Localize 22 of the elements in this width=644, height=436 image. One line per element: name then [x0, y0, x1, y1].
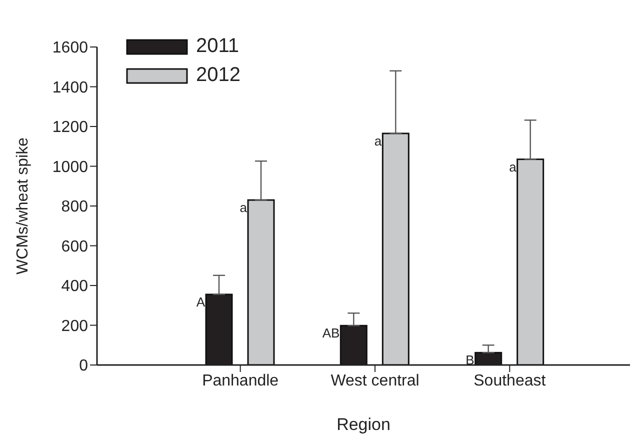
y-tick-label: 600 — [61, 238, 88, 256]
y-tick-label: 1200 — [52, 119, 88, 136]
x-axis-title: Region — [336, 415, 390, 434]
legend-label: 2012 — [196, 64, 240, 87]
annotation: A — [196, 294, 206, 310]
y-tick-label: 0 — [79, 358, 88, 375]
y-tick-label: 1000 — [52, 158, 88, 176]
y-tick-label: 200 — [61, 318, 88, 335]
y-tick-label: 1600 — [52, 40, 88, 57]
y-tick-label: 400 — [61, 278, 88, 296]
x-tick-label: Southeast — [474, 372, 546, 390]
annotation: a — [240, 200, 248, 216]
y-tick-label: 800 — [61, 198, 88, 216]
y-axis-title: WCMs/wheat spike — [14, 137, 32, 274]
annotation: a — [509, 159, 518, 174]
x-tick-label: Panhandle — [202, 372, 279, 390]
annotation: B — [466, 352, 474, 368]
annotation: a — [374, 133, 382, 148]
y-tick-label: 1400 — [52, 79, 88, 96]
x-tick-label: West central — [330, 372, 420, 390]
legend-label: 2011 — [196, 35, 240, 58]
annotation: AB — [322, 326, 340, 341]
